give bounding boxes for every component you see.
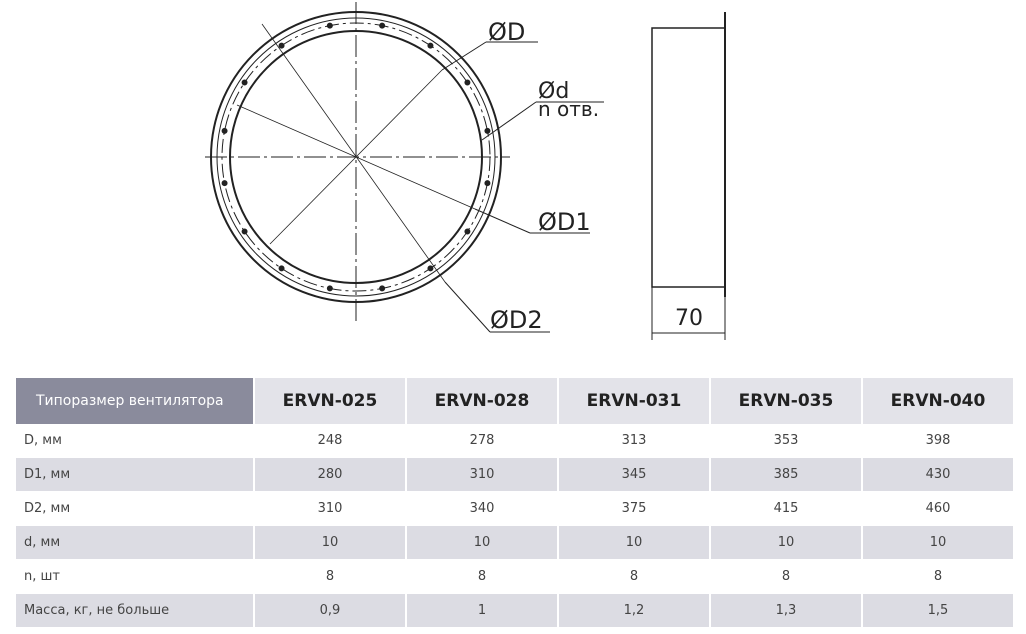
- value-cell: 278: [406, 424, 559, 458]
- header-row: Типоразмер вентилятора ERVN-025 ERVN-028 ER…: [16, 378, 1015, 424]
- table-row: d, мм 10 10 10 10 10: [16, 525, 1015, 560]
- value-cell: 375: [558, 491, 711, 526]
- value-cell: 10: [710, 525, 863, 560]
- value-cell: 1,3: [710, 593, 863, 628]
- label-n: n отв.: [538, 97, 599, 121]
- value-cell: 10: [406, 525, 559, 560]
- hole: [464, 228, 471, 235]
- side-view: [651, 12, 726, 340]
- hole: [278, 42, 285, 49]
- value-cell: 430: [862, 457, 1015, 492]
- value-cell: 10: [558, 525, 711, 560]
- value-cell: 280: [254, 457, 407, 492]
- value-cell: 340: [406, 491, 559, 526]
- value-cell: 310: [254, 491, 407, 526]
- label-d: Ød: [538, 79, 569, 104]
- value-cell: 353: [710, 424, 863, 458]
- header-cell: ERVN-028: [406, 378, 559, 424]
- value-cell: 8: [406, 559, 559, 594]
- label-D1: ØD1: [538, 208, 591, 236]
- value-cell: 345: [558, 457, 711, 492]
- table-row: D2, мм 310 340 375 415 460: [16, 491, 1015, 526]
- hole: [464, 79, 471, 86]
- value-cell: 385: [710, 457, 863, 492]
- value-cell: 8: [558, 559, 711, 594]
- hole: [278, 265, 285, 272]
- header-cell: ERVN-040: [862, 378, 1015, 424]
- hole: [326, 285, 333, 292]
- value-cell: 10: [254, 525, 407, 560]
- param-cell: d, мм: [16, 525, 255, 560]
- value-cell: 8: [254, 559, 407, 594]
- value-cell: 313: [558, 424, 711, 458]
- table-row: D1, мм 280 310 345 385 430: [16, 457, 1015, 492]
- hole: [484, 180, 491, 187]
- value-cell: 1: [406, 593, 559, 628]
- value-cell: 398: [862, 424, 1015, 458]
- value-cell: 8: [862, 559, 1015, 594]
- header-cell: ERVN-035: [710, 378, 863, 424]
- front-view: [205, 2, 604, 333]
- label-D: ØD: [488, 18, 525, 46]
- label-length: 70: [675, 306, 703, 331]
- spec-table: Типоразмер вентилятора ERVN-025 ERVN-028 ER…: [16, 378, 1015, 628]
- param-cell: D, мм: [16, 424, 255, 458]
- value-cell: 248: [254, 424, 407, 458]
- param-cell: Масса, кг, не больше: [16, 593, 255, 628]
- hole: [379, 22, 386, 29]
- value-cell: 460: [862, 491, 1015, 526]
- hole: [427, 42, 434, 49]
- header-cell: ERVN-025: [254, 378, 407, 424]
- hole: [379, 285, 386, 292]
- label-D2: ØD2: [490, 306, 543, 334]
- param-cell: D1, мм: [16, 457, 255, 492]
- table-row: n, шт 8 8 8 8 8: [16, 559, 1015, 594]
- hole: [221, 127, 228, 134]
- drawing: ØD Ød n отв. ØD1 ØD2 70: [205, 2, 726, 340]
- table-row: Масса, кг, не больше 0,9 1 1,2 1,3 1,5: [16, 593, 1015, 628]
- hole: [326, 22, 333, 29]
- table-row: D, мм 248 278 313 353 398: [16, 424, 1015, 458]
- value-cell: 10: [862, 525, 1015, 560]
- header-cell: ERVN-031: [558, 378, 711, 424]
- param-cell: n, шт: [16, 559, 255, 594]
- hole: [241, 228, 248, 235]
- value-cell: 310: [406, 457, 559, 492]
- param-cell: D2, мм: [16, 491, 255, 526]
- hole: [221, 180, 228, 187]
- hole: [241, 79, 248, 86]
- value-cell: 1,2: [558, 593, 711, 628]
- value-cell: 0,9: [254, 593, 407, 628]
- value-cell: 415: [710, 491, 863, 526]
- value-cell: 8: [710, 559, 863, 594]
- header-cell: Типоразмер вентилятора: [16, 378, 255, 424]
- hole: [484, 127, 491, 134]
- hole: [427, 265, 434, 272]
- value-cell: 1,5: [862, 593, 1015, 628]
